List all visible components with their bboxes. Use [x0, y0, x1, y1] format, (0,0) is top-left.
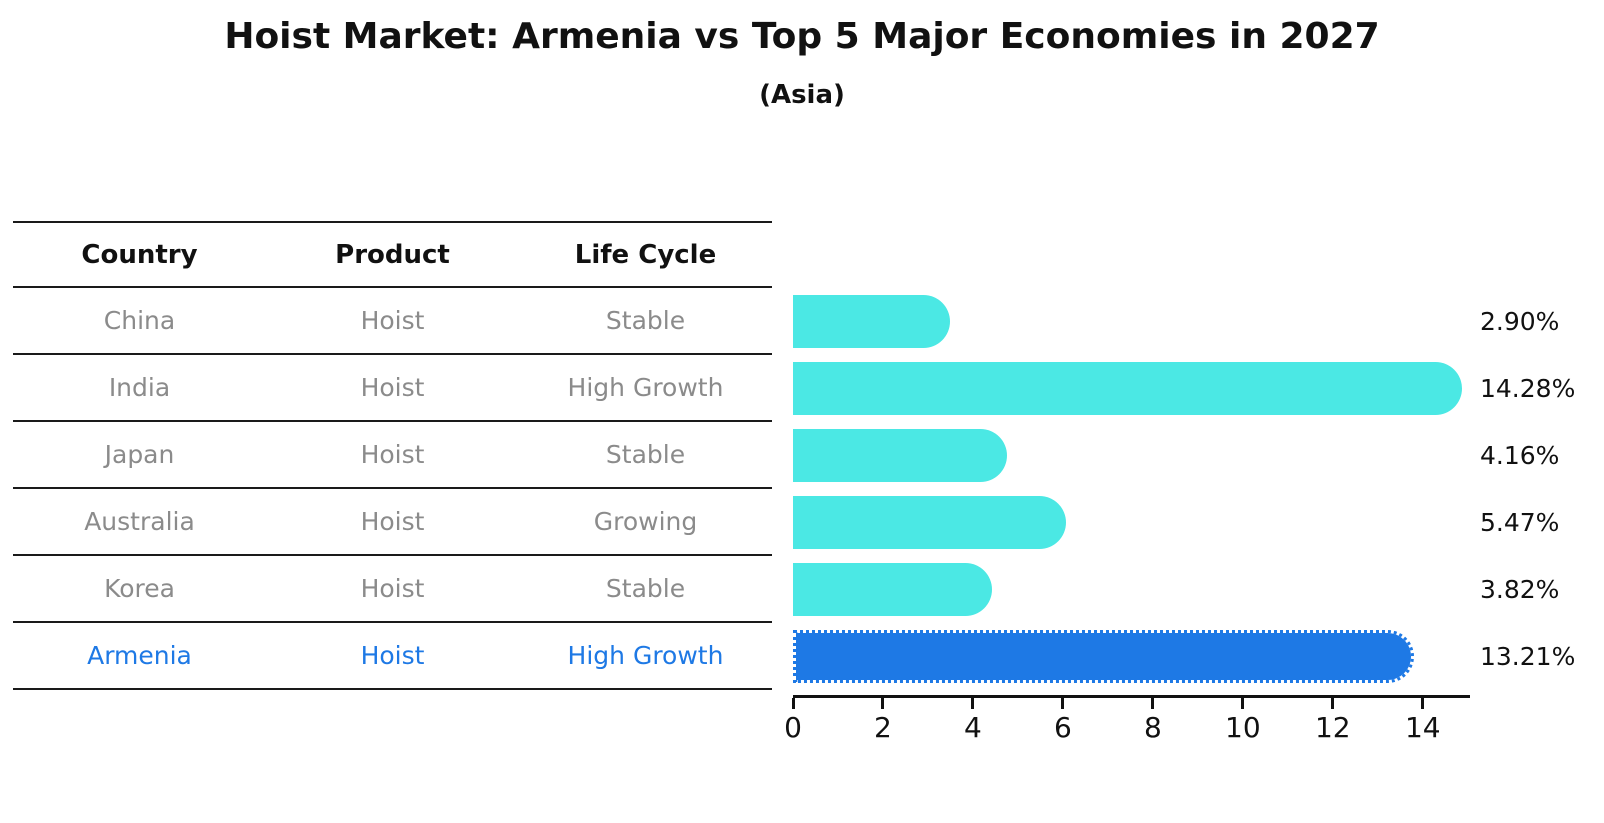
- cell-country: Australia: [84, 507, 195, 536]
- tick-mark: [881, 698, 885, 709]
- bar-row: [793, 422, 1470, 489]
- table-row: Australia Hoist Growing: [13, 489, 772, 556]
- cell-product: Hoist: [360, 440, 425, 469]
- cell-product: Hoist: [360, 574, 425, 603]
- tick-label: 8: [1143, 711, 1162, 744]
- tick-label: 14: [1404, 711, 1441, 744]
- x-axis-line: [793, 695, 1470, 698]
- tick-label: 6: [1053, 711, 1072, 744]
- cell-country: Japan: [104, 440, 175, 469]
- tick-label: 0: [784, 711, 802, 744]
- tick-mark: [971, 698, 975, 709]
- bar-chart: [793, 288, 1470, 690]
- x-axis: 0 2 4 6 8 10 12 14: [784, 695, 1470, 745]
- table-row: China Hoist Stable: [13, 288, 772, 355]
- tick-mark: [1061, 698, 1065, 709]
- tick-label: 12: [1314, 711, 1351, 744]
- column-header-life-cycle: Life Cycle: [574, 239, 717, 270]
- cell-country: Armenia: [87, 641, 192, 670]
- cell-life-cycle: Stable: [605, 306, 686, 335]
- table-row-armenia: Armenia Hoist High Growth: [13, 623, 772, 690]
- chart-title: Hoist Market: Armenia vs Top 5 Major Eco…: [224, 16, 1380, 57]
- bar-armenia: [793, 630, 1415, 683]
- column-header-country: Country: [81, 239, 198, 270]
- cell-life-cycle: High Growth: [567, 373, 724, 402]
- bar-japan: [793, 429, 1008, 482]
- table-row: Korea Hoist Stable: [13, 556, 772, 623]
- tick-mark: [1151, 698, 1155, 709]
- cell-product: Hoist: [360, 306, 425, 335]
- tick-label: 4: [964, 711, 982, 744]
- bar-row: [793, 623, 1470, 690]
- country-table: Country Product Life Cycle China Hoist S…: [13, 221, 772, 690]
- table-row: Japan Hoist Stable: [13, 422, 772, 489]
- tick-mark: [1421, 698, 1425, 709]
- bar-value-label: 4.16%: [1480, 441, 1560, 470]
- cell-life-cycle: High Growth: [567, 641, 724, 670]
- cell-product: Hoist: [360, 507, 425, 536]
- cell-life-cycle: Stable: [605, 574, 686, 603]
- chart-subtitle: (Asia): [759, 80, 845, 110]
- bar-row: [793, 556, 1470, 623]
- cell-country: Korea: [104, 574, 175, 603]
- bar-value-label: 3.82%: [1480, 575, 1560, 604]
- bar-value-labels: 2.90% 14.28% 4.16% 5.47% 3.82% 13.21%: [1480, 288, 1604, 690]
- bar-india: [793, 362, 1463, 415]
- cell-country: India: [108, 373, 171, 402]
- bar-australia: [793, 496, 1067, 549]
- cell-product: Hoist: [360, 641, 425, 670]
- tick-mark: [1331, 698, 1335, 709]
- bar-china: [793, 295, 951, 348]
- bar-row: [793, 355, 1470, 422]
- bar-row: [793, 489, 1470, 556]
- bar-value-label: 14.28%: [1480, 374, 1576, 403]
- bar-row: [793, 288, 1470, 355]
- cell-product: Hoist: [360, 373, 425, 402]
- column-header-product: Product: [335, 239, 450, 270]
- bar-value-label: 2.90%: [1480, 307, 1560, 336]
- bar-value-label: 13.21%: [1480, 642, 1576, 671]
- tick-label: 2: [874, 711, 892, 744]
- bar-value-label: 5.47%: [1480, 508, 1560, 537]
- table-header-row: Country Product Life Cycle: [13, 221, 772, 288]
- tick-mark: [1241, 698, 1245, 709]
- bar-korea: [793, 563, 992, 616]
- cell-country: China: [103, 306, 176, 335]
- cell-life-cycle: Stable: [605, 440, 686, 469]
- tick-label: 10: [1225, 711, 1261, 744]
- table-row: India Hoist High Growth: [13, 355, 772, 422]
- cell-life-cycle: Growing: [593, 507, 698, 536]
- tick-mark: [791, 698, 795, 709]
